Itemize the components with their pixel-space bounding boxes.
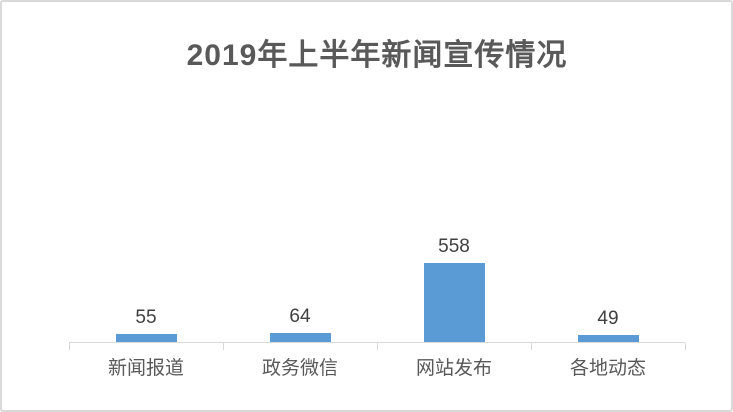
data-label: 49 [597,308,619,330]
bar [115,334,177,342]
data-label: 55 [135,307,157,329]
x-axis-label: 新闻报道 [107,358,184,379]
bar-column: 558 [377,236,531,342]
bar-column: 49 [531,308,685,342]
data-label: 558 [438,236,470,258]
bar [423,263,485,342]
x-axis-tick [69,343,70,350]
x-axis-label: 政务微信 [261,358,338,379]
x-axis-tick [685,343,686,350]
data-label: 64 [289,306,311,328]
x-axis-tick [377,343,378,350]
x-axis-label: 各地动态 [569,358,646,379]
bar-column: 64 [223,306,377,342]
bar [577,335,639,342]
bar-column: 55 [69,307,223,342]
x-axis-tick [223,343,224,350]
bars-row: 55 64 558 49 [69,2,685,342]
x-axis-labels: 新闻报道 政务微信 网站发布 各地动态 [69,353,685,380]
chart-title: 2019年上半年新闻宣传情况 [186,39,568,72]
x-axis-label: 网站发布 [415,358,492,379]
x-axis-tick [531,343,532,350]
bar [269,332,331,342]
x-axis-line [69,342,686,350]
